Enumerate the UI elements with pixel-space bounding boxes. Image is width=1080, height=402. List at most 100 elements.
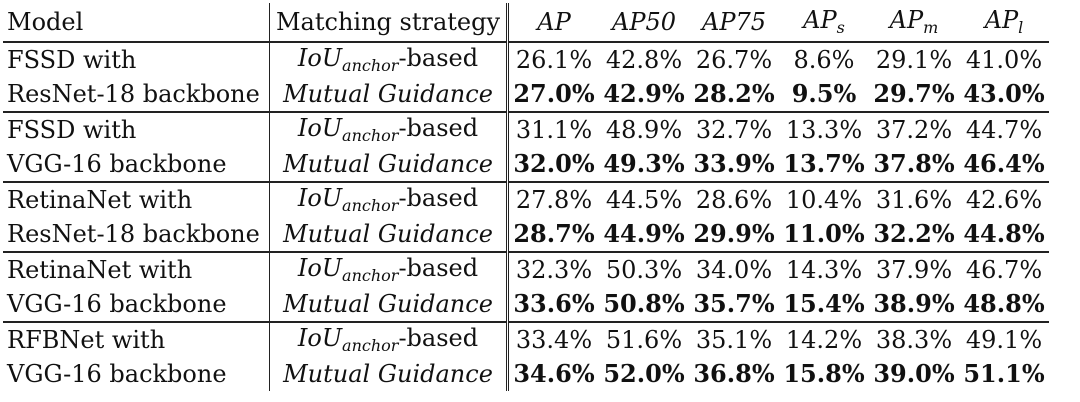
value-cell-ap-large: 46.4% [959, 147, 1049, 183]
model-name-cell: RetinaNet with [7, 186, 193, 214]
table-row: FSSD with IoUanchor-based 26.1% 42.8% 26.7% 8… [3, 42, 1049, 77]
value-cell-ap-large: 43.0% [959, 77, 1049, 113]
value-cell-ap75: 28.6% [695, 186, 773, 214]
model-name-cell: ResNet-18 backbone [3, 77, 270, 113]
value-cell-ap75: 28.2% [689, 77, 779, 113]
model-name-cell: RetinaNet with [7, 256, 193, 284]
value-cell-ap75: 29.9% [689, 217, 779, 253]
mutual-guidance-label: Mutual Guidance [283, 220, 493, 248]
table-row: RetinaNet with IoUanchor-based 32.3% 50.3% 3… [3, 252, 1049, 287]
header-ap75: AP75 [689, 3, 779, 43]
model-name-cell: FSSD with [7, 46, 137, 74]
iou-subscript: anchor [342, 196, 399, 215]
value-cell-ap75: 33.9% [689, 147, 779, 183]
model-name-cell: ResNet-18 backbone [3, 217, 270, 253]
header-ap-large-sub: l [1018, 18, 1024, 37]
matching-strategy-cell: IoUanchor-based [269, 252, 508, 287]
value-cell-ap: 26.1% [506, 42, 599, 77]
value-cell-ap-small: 15.8% [783, 359, 865, 388]
value-cell-ap-medium: 31.6% [875, 186, 953, 214]
model-name-cell: VGG-16 backbone [3, 287, 270, 323]
table-row: ResNet-18 backbone Mutual Guidance 28.7% 44… [3, 217, 1049, 253]
header-ap-small: APs [779, 3, 869, 43]
iou-base: IoU [297, 254, 343, 282]
value-cell-ap-medium: 37.9% [875, 256, 953, 284]
value-cell-ap50: 44.5% [605, 186, 683, 214]
iou-suffix: -based [398, 44, 479, 72]
value-cell-ap: 32.0% [506, 147, 599, 183]
value-cell-ap50: 42.9% [599, 77, 689, 113]
iou-subscript: anchor [342, 336, 399, 355]
iou-suffix: -based [398, 114, 479, 142]
mutual-guidance-label: Mutual Guidance [283, 290, 493, 318]
value-cell-ap-large: 44.7% [965, 116, 1043, 144]
iou-base: IoU [297, 324, 343, 352]
model-name-cell: VGG-16 backbone [7, 360, 227, 388]
model-name-cell: FSSD with [7, 116, 137, 144]
value-cell-ap-large: 42.6% [965, 186, 1043, 214]
value-cell-ap50: 49.3% [599, 147, 689, 183]
table-row: RetinaNet with IoUanchor-based 27.8% 44.5% 2… [3, 182, 1049, 217]
value-cell-ap75: 35.1% [695, 326, 773, 354]
matching-strategy-cell: Mutual Guidance [269, 287, 508, 323]
value-cell-ap-medium: 29.1% [875, 46, 953, 74]
header-ap50: AP50 [599, 3, 689, 43]
matching-strategy-cell: Mutual Guidance [269, 357, 508, 391]
value-cell-ap-small: 14.3% [785, 256, 863, 284]
header-ap-large-base: AP [984, 6, 1019, 34]
results-table: Model Matching strategy AP AP50 AP75 APs… [3, 3, 1049, 391]
header-row: Model Matching strategy AP AP50 AP75 APs… [3, 3, 1049, 43]
header-ap: AP [506, 3, 599, 43]
value-cell-ap-small: 8.6% [793, 46, 855, 74]
value-cell-ap-small: 13.7% [779, 147, 869, 183]
table-body: FSSD with IoUanchor-based 26.1% 42.8% 26.7% 8… [3, 42, 1049, 391]
table-row: FSSD with IoUanchor-based 31.1% 48.9% 32.7% 1… [3, 112, 1049, 147]
model-name-cell: VGG-16 backbone [3, 147, 270, 183]
value-cell-ap-medium: 38.9% [869, 287, 959, 323]
matching-strategy-cell: Mutual Guidance [269, 77, 508, 113]
value-cell-ap50: 50.3% [605, 256, 683, 284]
value-cell-ap75: 26.7% [695, 46, 773, 74]
value-cell-ap-small: 15.4% [779, 287, 869, 323]
table-row: RFBNet with IoUanchor-based 33.4% 51.6% 35.1… [3, 322, 1049, 357]
value-cell-ap: 33.4% [506, 322, 599, 357]
iou-subscript: anchor [342, 266, 399, 285]
value-cell-ap-medium: 39.0% [873, 359, 955, 388]
value-cell-ap50: 42.8% [605, 46, 683, 74]
value-cell-ap-large: 46.7% [965, 256, 1043, 284]
table-row: VGG-16 backbone Mutual Guidance 33.6% 50.8%… [3, 287, 1049, 323]
iou-suffix: -based [398, 324, 479, 352]
mutual-guidance-label: Mutual Guidance [283, 150, 493, 178]
value-cell-ap: 33.6% [506, 287, 599, 323]
value-cell-ap-large: 44.8% [959, 217, 1049, 253]
value-cell-ap: 28.7% [506, 217, 599, 253]
iou-base: IoU [297, 184, 343, 212]
header-ap-medium-base: AP [889, 6, 924, 34]
value-cell-ap-small: 9.5% [779, 77, 869, 113]
value-cell-ap: 27.8% [506, 182, 599, 217]
header-ap-small-base: AP [803, 6, 837, 34]
value-cell-ap-medium: 32.2% [869, 217, 959, 253]
header-ap-medium-sub: m [923, 18, 939, 37]
value-cell-ap: 31.1% [506, 112, 599, 147]
value-cell-ap: 34.6% [506, 357, 599, 391]
value-cell-ap-medium: 37.2% [875, 116, 953, 144]
value-cell-ap50: 50.8% [599, 287, 689, 323]
mutual-guidance-label: Mutual Guidance [283, 360, 493, 388]
matching-strategy-cell: IoUanchor-based [269, 182, 508, 217]
value-cell-ap75: 32.7% [695, 116, 773, 144]
value-cell-ap-large: 48.8% [959, 287, 1049, 323]
model-name-cell: RFBNet with [7, 326, 166, 354]
table-row: ResNet-18 backbone Mutual Guidance 27.0% 42… [3, 77, 1049, 113]
matching-strategy-cell: IoUanchor-based [269, 322, 508, 357]
value-cell-ap-small: 14.2% [785, 326, 863, 354]
matching-strategy-cell: Mutual Guidance [269, 147, 508, 183]
header-ap-large: APl [959, 3, 1049, 43]
value-cell-ap-large: 49.1% [965, 326, 1043, 354]
table-header: Model Matching strategy AP AP50 AP75 APs… [3, 3, 1049, 43]
value-cell-ap-small: 13.3% [785, 116, 863, 144]
value-cell-ap-medium: 38.3% [875, 326, 953, 354]
value-cell-ap-medium: 37.8% [869, 147, 959, 183]
value-cell-ap50: 48.9% [605, 116, 683, 144]
